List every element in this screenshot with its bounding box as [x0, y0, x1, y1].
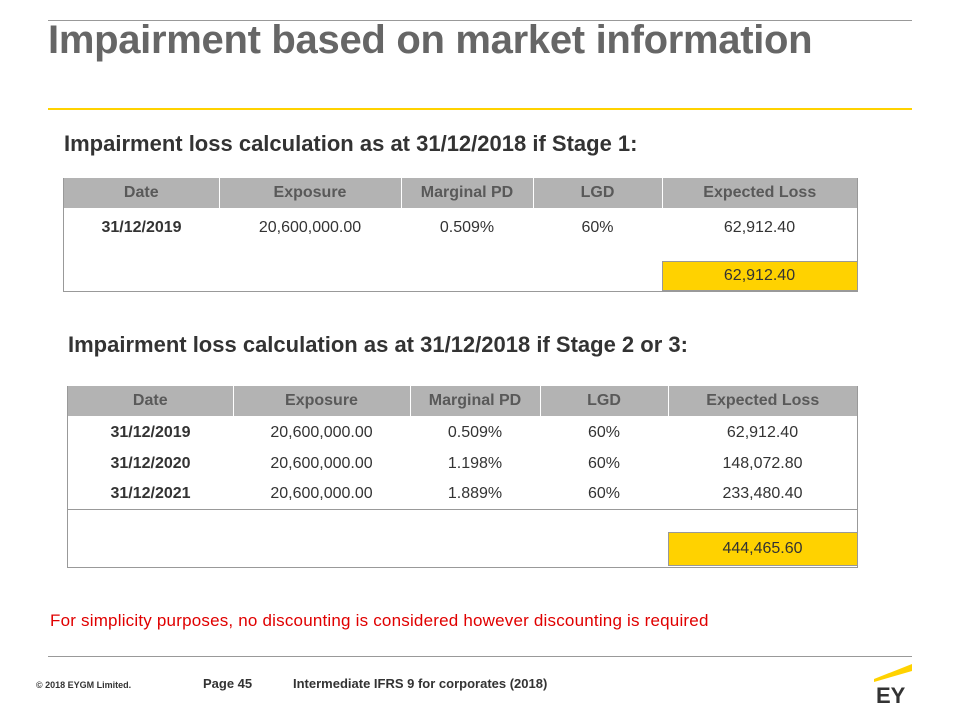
title-underline [48, 108, 912, 110]
slide-title: Impairment based on market information [48, 18, 813, 62]
cell-lgd: 60% [581, 219, 614, 236]
cell-expected-loss: 62,912.40 [723, 219, 796, 236]
copyright-text: © 2018 EYGM Limited. [36, 680, 132, 690]
total-expected-loss: 444,465.60 [667, 531, 858, 566]
cell-date: 31/12/2019 [101, 219, 182, 236]
cell-exposure: 20,600,000.00 [270, 455, 373, 472]
cell-marginal-pd: 1.198% [447, 455, 503, 472]
col-exposure: Exposure [218, 178, 401, 208]
cell-marginal-pd: 0.509% [439, 219, 495, 236]
cell-date: 31/12/2020 [110, 455, 191, 472]
col-exposure: Exposure [232, 386, 410, 416]
cell-exposure: 20,600,000.00 [258, 219, 362, 236]
table-row: 31/12/2020 20,600,000.00 1.198% 60% 148,… [68, 449, 857, 479]
table-header-row: Date Exposure Marginal PD LGD Expected L… [68, 386, 857, 416]
course-title: Intermediate IFRS 9 for corporates (2018… [293, 676, 548, 691]
cell-date: 31/12/2019 [110, 423, 191, 441]
table-header-row: Date Exposure Marginal PD LGD Expected L… [64, 178, 857, 208]
cell-expected-loss: 233,480.40 [722, 484, 803, 502]
cell-marginal-pd: 0.509% [447, 423, 503, 441]
top-divider [48, 20, 912, 21]
col-expected-loss: Expected Loss [661, 178, 857, 208]
section2-heading: Impairment loss calculation as at 31/12/… [68, 332, 688, 357]
table-row: 31/12/2021 20,600,000.00 1.889% 60% 233,… [68, 479, 857, 509]
spacer-row [64, 248, 857, 261]
stage1-table: Date Exposure Marginal PD LGD Expected L… [64, 178, 858, 291]
table2-frame [67, 386, 858, 568]
col-marginal-pd: Marginal PD [409, 386, 540, 416]
total-row: 62,912.40 [64, 260, 858, 291]
cell-lgd: 60% [587, 484, 621, 502]
table1-frame [63, 178, 858, 292]
cell-exposure: 20,600,000.00 [270, 423, 373, 441]
cell-lgd: 60% [587, 455, 621, 472]
ey-logo-text: EY [876, 683, 906, 706]
table-row: 31/12/2019 20,600,000.00 0.509% 60% 62,9… [64, 208, 857, 248]
section1-heading: Impairment loss calculation as at 31/12/… [64, 131, 638, 156]
cell-marginal-pd: 1.889% [447, 484, 503, 502]
col-lgd: LGD [532, 178, 662, 208]
cell-lgd: 60% [587, 423, 621, 441]
stage2-3-table: Date Exposure Marginal PD LGD Expected L… [68, 386, 858, 566]
col-date: Date [68, 386, 233, 416]
cell-expected-loss: 148,072.80 [722, 455, 803, 472]
cell-exposure: 20,600,000.00 [270, 484, 373, 502]
spacer-row [68, 509, 857, 532]
cell-date: 31/12/2021 [110, 484, 191, 502]
col-marginal-pd: Marginal PD [400, 178, 533, 208]
ey-logo-icon: EY [874, 664, 912, 708]
footer-divider [48, 656, 912, 657]
total-expected-loss: 62,912.40 [661, 260, 858, 291]
col-date: Date [64, 178, 219, 208]
cell-expected-loss: 62,912.40 [726, 423, 799, 441]
ey-logo: EY [868, 660, 916, 708]
discounting-note: For simplicity purposes, no discounting … [50, 611, 709, 630]
col-lgd: LGD [539, 386, 668, 416]
total-row: 444,465.60 [68, 531, 858, 566]
page-number: Page 45 [203, 676, 253, 691]
table-row: 31/12/2019 20,600,000.00 0.509% 60% 62,9… [68, 416, 857, 449]
col-expected-loss: Expected Loss [667, 386, 857, 416]
